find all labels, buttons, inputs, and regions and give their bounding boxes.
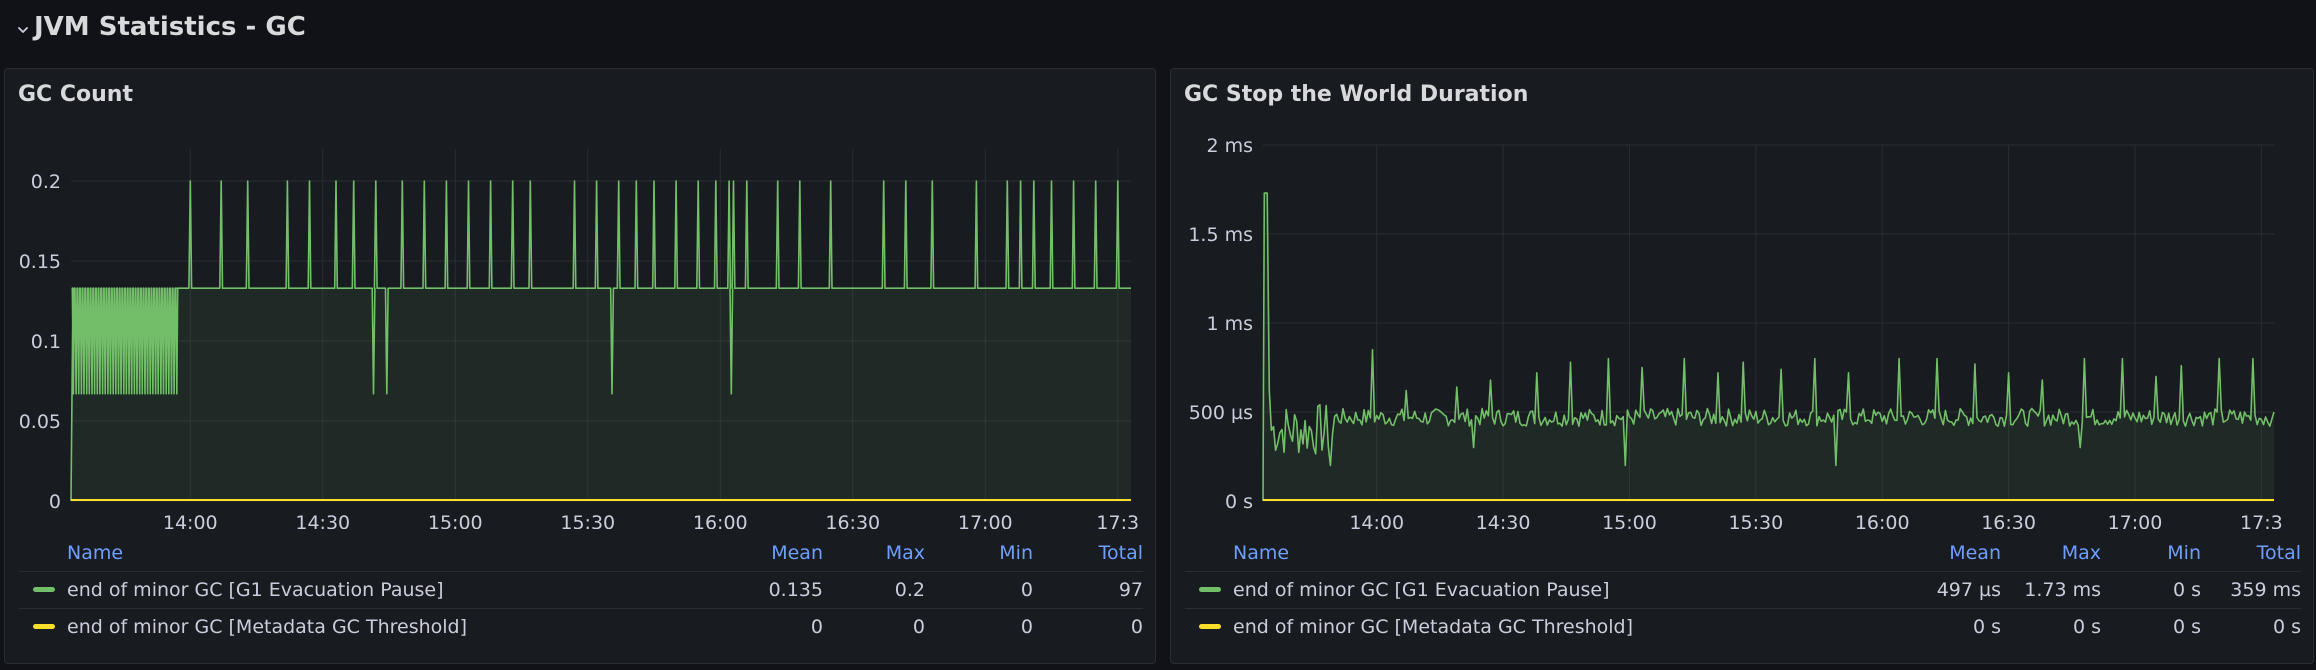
series-color-swatch <box>1199 587 1221 592</box>
x-tick-label: 15:00 <box>428 512 483 529</box>
y-tick-label: 1 ms <box>1206 313 1253 335</box>
legend-header-max[interactable]: Max <box>885 542 925 564</box>
x-tick-label: 16:30 <box>825 512 880 529</box>
series-total: 0 <box>1130 616 1143 638</box>
legend-header: Name Mean Max Min Total <box>1185 535 2301 571</box>
x-tick-label: 17:00 <box>958 512 1013 529</box>
legend-header-max[interactable]: Max <box>2061 542 2101 564</box>
x-tick-label: 16:00 <box>1855 512 1910 529</box>
series-mean: 0 <box>810 616 823 638</box>
y-tick-label: 2 ms <box>1206 135 1253 157</box>
series-max: 0 s <box>2072 616 2101 638</box>
x-tick-label: 15:00 <box>1602 512 1657 529</box>
y-tick-label: 500 µs <box>1189 402 1253 424</box>
x-tick-label: 15:30 <box>560 512 615 529</box>
legend-header-mean[interactable]: Mean <box>771 542 823 564</box>
y-tick-label: 0.15 <box>19 251 61 273</box>
legend-header-total[interactable]: Total <box>1098 542 1143 564</box>
series-color-swatch <box>33 587 55 592</box>
series-max: 0 <box>912 616 925 638</box>
series-name[interactable]: end of minor GC [Metadata GC Threshold] <box>67 616 468 638</box>
series-line-g1-evacuation-pause <box>70 180 1131 502</box>
legend-header-min[interactable]: Min <box>2167 542 2201 564</box>
x-tick-label: 14:30 <box>1476 512 1531 529</box>
series-total: 0 s <box>2272 616 2301 638</box>
x-tick-label: 16:00 <box>693 512 748 529</box>
gc-stw-duration-chart: 0 s 500 µs 1 ms 1.5 ms 2 ms 14:00 14:30 15:00 15… <box>1188 135 2283 529</box>
row-title[interactable]: JVM Statistics - GC <box>34 12 306 42</box>
x-tick-label: 17:00 <box>2108 512 2163 529</box>
series-min: 0 <box>1020 579 1033 601</box>
legend-header: Name Mean Max Min Total <box>19 535 1143 571</box>
legend-row[interactable]: end of minor GC [G1 Evacuation Pause] 0.… <box>19 571 1143 608</box>
series-total: 97 <box>1118 579 1143 601</box>
legend-header-mean[interactable]: Mean <box>1949 542 2001 564</box>
y-tick-label: 0.2 <box>31 171 61 193</box>
series-min: 0 s <box>2172 616 2201 638</box>
series-max: 1.73 ms <box>2024 579 2101 601</box>
series-color-swatch <box>33 624 55 629</box>
x-tick-label: 16:30 <box>1981 512 2036 529</box>
legend-header-min[interactable]: Min <box>999 542 1033 564</box>
gc-stw-duration-panel: 0 s 500 µs 1 ms 1.5 ms 2 ms 14:00 14:30 15:00 15… <box>1170 68 2314 664</box>
x-tick-label: 14:30 <box>295 512 350 529</box>
gc-count-chart: 0 0.05 0.1 0.15 0.2 14:00 14:30 15:00 15:30 16:00… <box>19 149 1139 529</box>
series-min: 0 s <box>2172 579 2201 601</box>
legend-row[interactable]: end of minor GC [Metadata GC Threshold] … <box>19 608 1143 645</box>
panel-title: GC Stop the World Duration <box>1184 82 1529 107</box>
y-tick-label: 1.5 ms <box>1188 224 1253 246</box>
series-name[interactable]: end of minor GC [G1 Evacuation Pause] <box>1233 579 1610 601</box>
x-tick-label: 17:3 <box>1096 512 1139 529</box>
legend-header-name[interactable]: Name <box>1233 542 1290 564</box>
series-name[interactable]: end of minor GC [G1 Evacuation Pause] <box>67 579 444 601</box>
series-mean: 0.135 <box>768 579 823 601</box>
row-header: JVM Statistics - GC <box>0 0 2316 62</box>
series-name[interactable]: end of minor GC [Metadata GC Threshold] <box>1233 616 1634 638</box>
legend-row[interactable]: end of minor GC [G1 Evacuation Pause] 49… <box>1185 571 2301 608</box>
series-color-swatch <box>1199 624 1221 629</box>
chevron-down-icon[interactable] <box>16 22 30 36</box>
y-tick-label: 0 s <box>1225 491 1253 513</box>
series-area <box>71 181 1131 501</box>
y-tick-label: 0.1 <box>31 331 61 353</box>
x-tick-label: 15:30 <box>1728 512 1783 529</box>
series-area <box>1263 193 2274 501</box>
legend-header-name[interactable]: Name <box>67 542 124 564</box>
series-mean: 497 µs <box>1936 579 2001 601</box>
series-max: 0.2 <box>894 579 925 601</box>
gc-count-panel: 0 0.05 0.1 0.15 0.2 14:00 14:30 15:00 15:30 16:00… <box>4 68 1156 664</box>
series-min: 0 <box>1020 616 1033 638</box>
series-total: 359 ms <box>2230 579 2301 601</box>
panel-title: GC Count <box>18 82 133 107</box>
series-line-g1-evacuation-pause <box>1262 192 2275 502</box>
x-tick-label: 14:00 <box>163 512 218 529</box>
y-tick-label: 0.05 <box>19 411 61 433</box>
x-tick-label: 17:3 <box>2240 512 2283 529</box>
series-mean: 0 s <box>1972 616 2001 638</box>
y-tick-label: 0 <box>49 491 61 513</box>
legend-header-total[interactable]: Total <box>2256 542 2301 564</box>
x-tick-label: 14:00 <box>1349 512 1404 529</box>
legend-row[interactable]: end of minor GC [Metadata GC Threshold] … <box>1185 608 2301 645</box>
